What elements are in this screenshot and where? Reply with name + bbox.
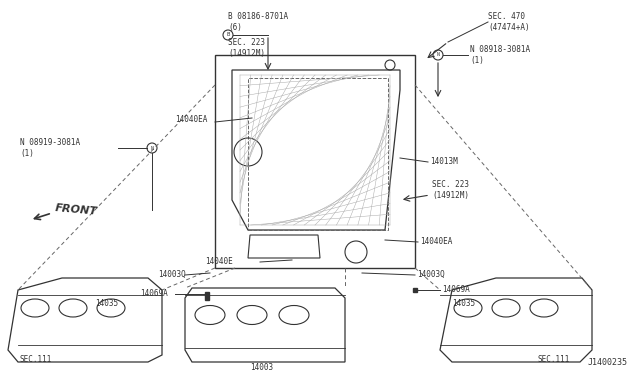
Text: J1400235: J1400235 xyxy=(588,358,628,367)
Text: 14069A: 14069A xyxy=(140,289,168,298)
Text: 14040E: 14040E xyxy=(205,257,233,266)
Text: 14035: 14035 xyxy=(95,299,118,308)
Text: 14069A: 14069A xyxy=(442,285,470,295)
Text: SEC. 223
(14912M): SEC. 223 (14912M) xyxy=(228,38,265,58)
Text: SEC.111: SEC.111 xyxy=(20,356,52,365)
Text: N 08919-3081A
(1): N 08919-3081A (1) xyxy=(20,138,80,158)
Text: 14040EA: 14040EA xyxy=(420,237,452,246)
Bar xyxy=(248,78,388,230)
Text: 14040EA: 14040EA xyxy=(175,115,207,125)
Text: B: B xyxy=(227,32,230,38)
Text: SEC. 470
(47474+A): SEC. 470 (47474+A) xyxy=(488,12,530,32)
Text: B 08186-8701A
(6): B 08186-8701A (6) xyxy=(228,12,288,32)
Text: 14013M: 14013M xyxy=(430,157,458,167)
Bar xyxy=(215,55,415,268)
Text: SEC. 223
(14912M): SEC. 223 (14912M) xyxy=(432,180,469,200)
Text: FRONT: FRONT xyxy=(55,203,99,217)
Text: SEC.111: SEC.111 xyxy=(538,356,570,365)
Text: 14003Q: 14003Q xyxy=(158,269,186,279)
Text: N: N xyxy=(150,145,154,151)
Text: 14035: 14035 xyxy=(452,299,475,308)
Text: N: N xyxy=(436,52,440,58)
Text: N 08918-3081A
(1): N 08918-3081A (1) xyxy=(470,45,530,65)
Text: 14003: 14003 xyxy=(250,362,273,372)
Text: 14003Q: 14003Q xyxy=(417,269,445,279)
